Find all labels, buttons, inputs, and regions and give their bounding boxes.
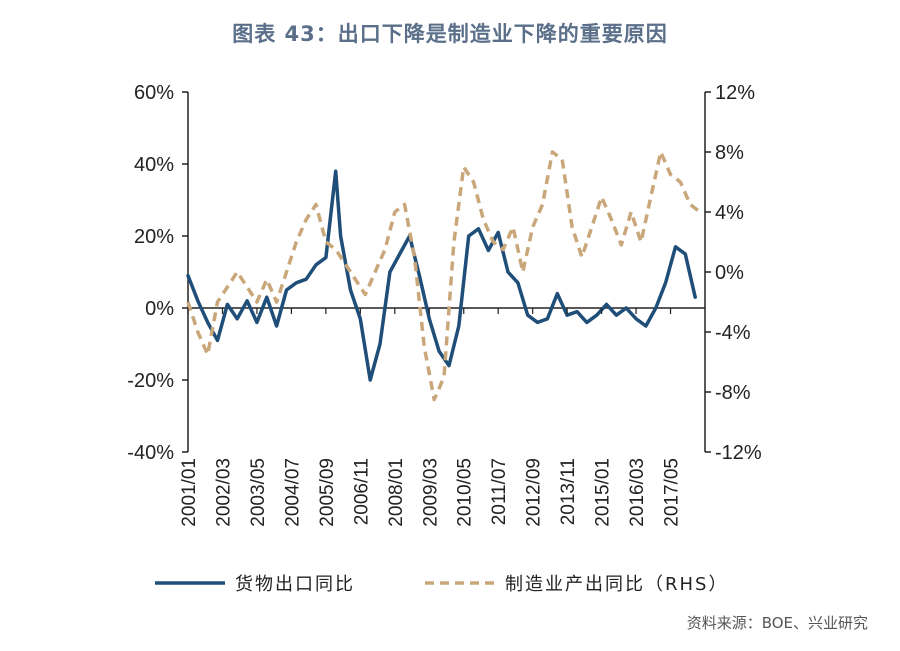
x-tick-label: 2006/11 (351, 458, 372, 525)
legend: 货物出口同比 制造业产出同比（RHS） (155, 574, 728, 595)
y-tick-label-left: 60% (134, 82, 174, 104)
x-tick-label: 2013/11 (558, 458, 579, 525)
source-note: 资料来源：BOE、兴业研究 (686, 614, 868, 632)
y-tick-label-right: 8% (715, 142, 744, 164)
x-tick-label: 2003/05 (248, 458, 269, 527)
y-tick-label-right: -4% (715, 322, 751, 344)
legend-item-exports: 货物出口同比 (155, 574, 355, 595)
legend-label: 货物出口同比 (235, 574, 355, 595)
y-tick-label-left: 20% (134, 226, 174, 248)
x-tick-label: 2016/03 (627, 458, 648, 527)
y-tick-label-left: 0% (145, 298, 174, 320)
y-tick-label-left: -40% (127, 442, 174, 464)
x-tick-label: 2010/05 (455, 458, 476, 527)
series-line-exports (186, 169, 697, 382)
axes-layer (187, 92, 706, 452)
y-tick-label-left: 40% (134, 154, 174, 176)
chart-title: 图表 43：出口下降是制造业下降的重要原因 (232, 22, 668, 46)
x-tick-label: 2005/09 (317, 458, 338, 527)
y-tick-label-left: -20% (127, 370, 174, 392)
x-tick-label: 2002/03 (213, 458, 234, 527)
x-tick-label: 2004/07 (282, 458, 303, 527)
y-tick-label-right: -12% (715, 442, 762, 464)
x-tick-label: 2012/09 (524, 458, 545, 527)
y-tick-label-right: 12% (715, 82, 755, 104)
y-tick-label-right: 0% (715, 262, 744, 284)
legend-label: 制造业产出同比（RHS） (505, 574, 728, 595)
tick-layer: -40% -20% 0% 20% 40% 60% -12% -8% -4% 0% 4% 8% 12% 20… (127, 82, 762, 527)
x-tick-label: 2008/01 (386, 458, 407, 527)
x-tick-label: 2009/03 (420, 458, 441, 527)
legend-item-manufacturing: 制造业产出同比（RHS） (425, 574, 728, 595)
series-line-manufacturing (186, 150, 702, 402)
series-layer (186, 150, 702, 402)
x-tick-label: 2015/01 (593, 458, 614, 527)
x-tick-label: 2001/01 (179, 458, 200, 527)
y-tick-label-right: 4% (715, 202, 744, 224)
x-tick-label: 2011/07 (489, 458, 510, 525)
y-tick-label-right: -8% (715, 382, 751, 404)
x-tick-label: 2017/05 (662, 458, 683, 527)
